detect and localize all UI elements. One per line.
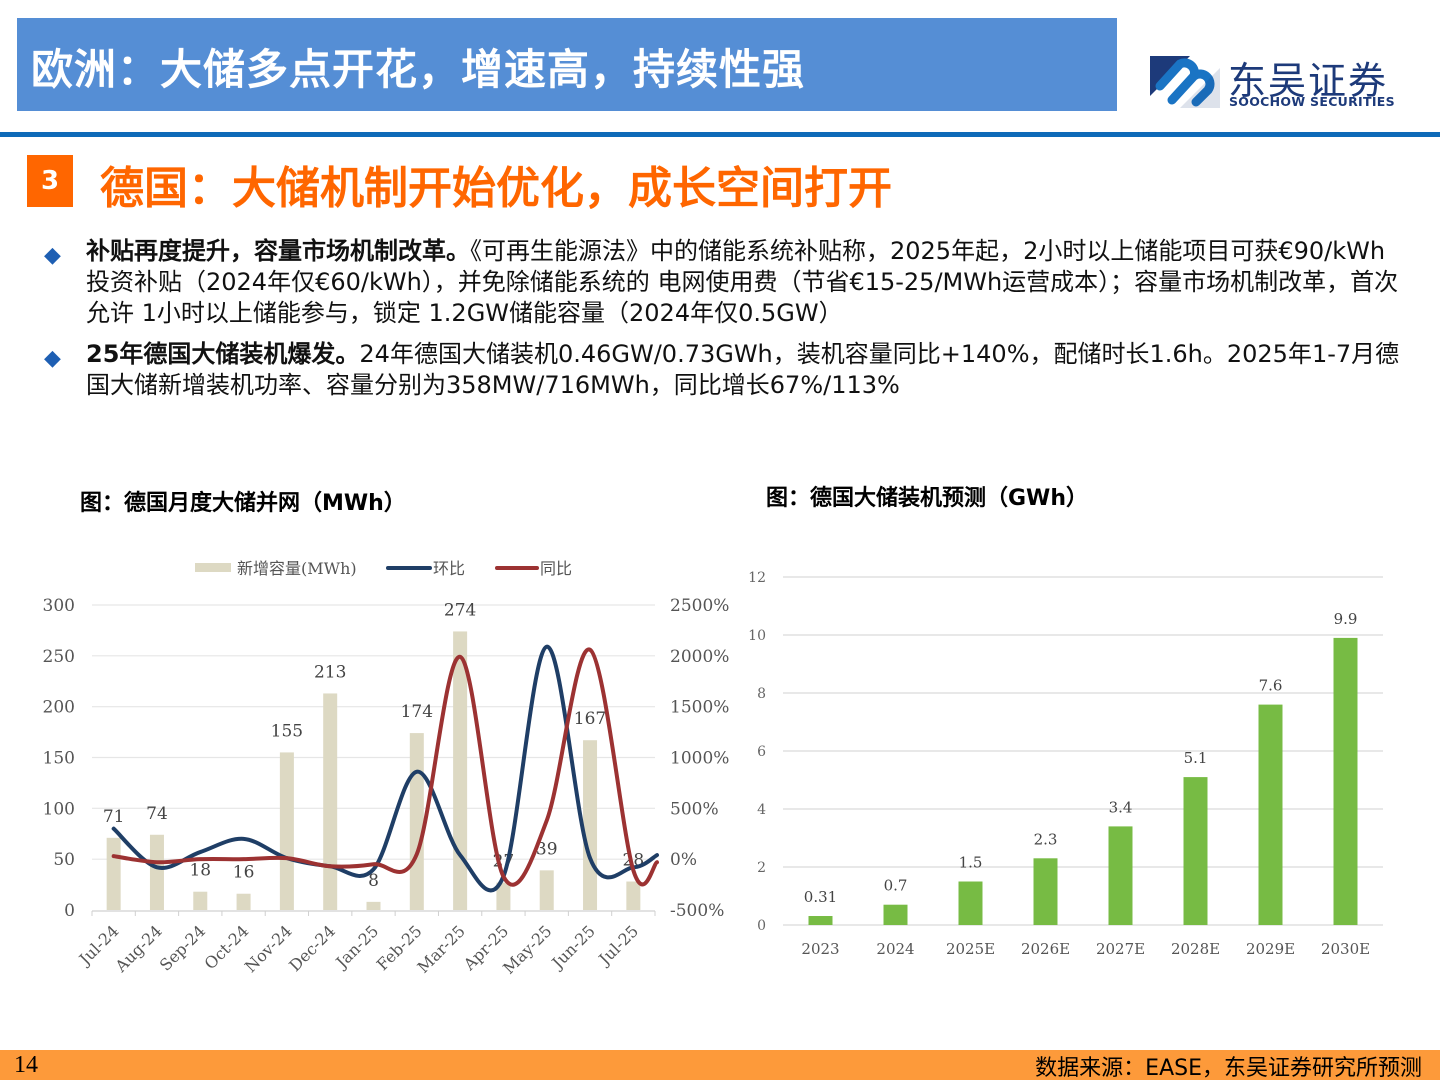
svg-text:0: 0 bbox=[757, 918, 766, 934]
logo-cn-text: 东吴证券 bbox=[1228, 59, 1389, 103]
bullet-heading: 补贴再度提升，容量市场机制改革。 bbox=[86, 237, 470, 265]
svg-text:新增容量(MWh): 新增容量(MWh) bbox=[237, 559, 357, 578]
svg-text:1000%: 1000% bbox=[670, 749, 729, 769]
svg-text:Sep-24: Sep-24 bbox=[156, 921, 209, 974]
svg-text:2024: 2024 bbox=[876, 940, 914, 958]
svg-text:250: 250 bbox=[43, 647, 75, 667]
svg-text:2030E: 2030E bbox=[1321, 940, 1370, 958]
svg-text:155: 155 bbox=[271, 721, 303, 741]
soochow-logo-icon bbox=[1150, 56, 1220, 108]
chart-gridlines: 0 50 100 150 200 250 300 -500% 0% 500% 1000% 1500% 2… bbox=[43, 596, 730, 978]
svg-text:18: 18 bbox=[189, 861, 211, 881]
svg-text:Mar-25: Mar-25 bbox=[414, 921, 469, 976]
svg-text:12: 12 bbox=[748, 570, 766, 586]
svg-text:7.6: 7.6 bbox=[1259, 677, 1283, 695]
svg-text:9.9: 9.9 bbox=[1334, 610, 1358, 628]
svg-text:16: 16 bbox=[233, 863, 255, 883]
svg-text:100: 100 bbox=[43, 799, 75, 819]
svg-text:2023: 2023 bbox=[801, 940, 839, 958]
svg-text:71: 71 bbox=[103, 807, 125, 827]
installation-forecast-chart: 0 2 4 6 8 10 12 0.31 2023 0.7 2024 1.5 2025E 2.3 2026E… bbox=[748, 570, 1383, 958]
svg-text:2026E: 2026E bbox=[1021, 940, 1070, 958]
footer-bar: 14 数据来源：EASE，东吴证券研究所预测 bbox=[0, 1050, 1440, 1081]
diamond-bullet-icon: ◆ bbox=[44, 243, 61, 268]
svg-text:0.7: 0.7 bbox=[884, 877, 908, 895]
svg-text:274: 274 bbox=[444, 600, 476, 620]
section-number-badge: 3 bbox=[27, 155, 73, 207]
svg-text:200: 200 bbox=[43, 698, 75, 718]
logo-en-text: SOOCHOW SECURITIES bbox=[1229, 94, 1395, 109]
svg-text:Dec-24: Dec-24 bbox=[285, 921, 339, 975]
svg-text:5.1: 5.1 bbox=[1184, 749, 1208, 767]
chart-gridlines: 0 2 4 6 8 10 12 bbox=[748, 570, 1383, 934]
line-series-mom bbox=[111, 644, 659, 893]
svg-text:环比: 环比 bbox=[433, 559, 465, 578]
left-chart-title: 图：德国月度大储并网（MWh） bbox=[80, 491, 406, 516]
diamond-bullet-icon: ◆ bbox=[44, 346, 61, 371]
svg-text:2025E: 2025E bbox=[946, 940, 995, 958]
svg-text:167: 167 bbox=[574, 709, 606, 729]
bullet-heading: 25年德国大储装机爆发。 bbox=[86, 340, 360, 368]
svg-text:174: 174 bbox=[401, 702, 433, 722]
section-title: 德国：大储机制开始优化，成长空间打开 bbox=[100, 163, 892, 214]
data-source: 数据来源：EASE，东吴证券研究所预测 bbox=[1035, 1056, 1422, 1081]
svg-text:300: 300 bbox=[43, 596, 75, 616]
monthly-grid-connection-chart: 新增容量(MWh) 环比 同比 0 50 100 150 200 250 300 -500% 0% 50… bbox=[43, 559, 730, 978]
svg-text:10: 10 bbox=[748, 628, 766, 644]
right-chart-title: 图：德国大储装机预测（GWh） bbox=[766, 486, 1088, 511]
svg-text:6: 6 bbox=[757, 744, 766, 760]
svg-text:Jan-25: Jan-25 bbox=[331, 921, 383, 973]
svg-text:150: 150 bbox=[43, 749, 75, 769]
svg-text:2000%: 2000% bbox=[670, 647, 729, 667]
svg-text:同比: 同比 bbox=[540, 559, 572, 578]
svg-text:8: 8 bbox=[757, 686, 766, 702]
bar-series-forecast: 0.31 2023 0.7 2024 1.5 2025E 2.3 2026E 3.4 2027E 5… bbox=[801, 610, 1370, 958]
svg-text:2028E: 2028E bbox=[1171, 940, 1220, 958]
bullet-item: ◆ 25年德国大储装机爆发。24年德国大储装机0.46GW/0.73GWh，装机… bbox=[40, 339, 1400, 401]
svg-text:2: 2 bbox=[757, 860, 766, 876]
svg-text:500%: 500% bbox=[670, 799, 719, 819]
svg-text:Jun-25: Jun-25 bbox=[547, 921, 599, 973]
svg-text:Aug-24: Aug-24 bbox=[111, 921, 166, 976]
line-series-yoy bbox=[111, 647, 659, 887]
svg-text:50: 50 bbox=[53, 850, 75, 870]
svg-text:0.31: 0.31 bbox=[804, 888, 837, 906]
svg-text:213: 213 bbox=[314, 662, 346, 682]
bullet-list: ◆ 补贴再度提升，容量市场机制改革。《可再生能源法》中的储能系统补贴称，2025… bbox=[40, 236, 1400, 411]
svg-text:1500%: 1500% bbox=[670, 698, 729, 718]
svg-text:0: 0 bbox=[64, 901, 75, 921]
svg-text:3.4: 3.4 bbox=[1109, 798, 1133, 816]
title-bar: 欧洲：大储多点开花，增速高，持续性强 bbox=[17, 18, 1117, 111]
svg-text:8: 8 bbox=[368, 871, 379, 891]
svg-text:2.3: 2.3 bbox=[1034, 830, 1058, 848]
svg-text:0%: 0% bbox=[670, 850, 697, 870]
header-divider bbox=[0, 132, 1440, 137]
svg-text:Jul-25: Jul-25 bbox=[594, 921, 643, 970]
page-title: 欧洲：大储多点开花，增速高，持续性强 bbox=[31, 45, 806, 94]
svg-text:Nov-24: Nov-24 bbox=[241, 921, 296, 976]
svg-text:2027E: 2027E bbox=[1096, 940, 1145, 958]
svg-text:39: 39 bbox=[536, 839, 558, 859]
page-number: 14 bbox=[14, 1052, 38, 1078]
bullet-text: 《可再生能源法》中的储能系统补贴称，2025年起，2小时以上储能项目可获€90/… bbox=[86, 237, 1399, 327]
svg-text:1.5: 1.5 bbox=[959, 854, 983, 872]
chart-legend: 新增容量(MWh) 环比 同比 bbox=[195, 559, 572, 578]
svg-text:2500%: 2500% bbox=[670, 596, 729, 616]
svg-text:-500%: -500% bbox=[670, 901, 724, 921]
svg-text:4: 4 bbox=[757, 802, 766, 818]
soochow-logo: 东吴证券 SOOCHOW SECURITIES bbox=[1150, 50, 1400, 112]
svg-text:May-25: May-25 bbox=[499, 921, 555, 977]
svg-text:2029E: 2029E bbox=[1246, 940, 1295, 958]
bullet-text: 24年德国大储装机0.46GW/0.73GWh，装机容量同比+140%，配储时长… bbox=[86, 340, 1400, 399]
svg-text:74: 74 bbox=[146, 804, 168, 824]
bullet-item: ◆ 补贴再度提升，容量市场机制改革。《可再生能源法》中的储能系统补贴称，2025… bbox=[40, 236, 1400, 329]
